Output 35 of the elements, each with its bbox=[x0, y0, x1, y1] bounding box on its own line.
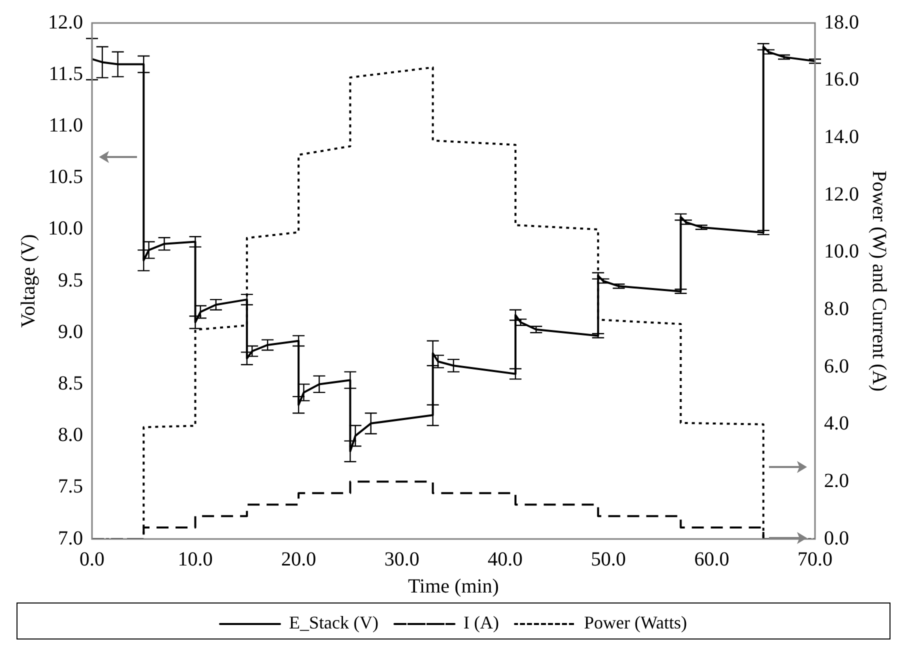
y2-tick-label: 14.0 bbox=[824, 126, 859, 148]
y-tick-label: 9.0 bbox=[58, 320, 83, 343]
x-tick-label: 10.0 bbox=[178, 548, 213, 570]
y-tick-label: 9.5 bbox=[58, 269, 83, 292]
y-tick-label: 12.0 bbox=[48, 11, 83, 34]
x-tick-label: 50.0 bbox=[590, 548, 626, 570]
y-axis-title: Voltage (V) bbox=[17, 234, 40, 328]
y2-tick-label: 12.0 bbox=[824, 183, 859, 206]
x-tick-label: 20.0 bbox=[281, 548, 316, 570]
x-tick-label: 60.0 bbox=[694, 548, 730, 570]
y2-tick-label: 4.0 bbox=[824, 412, 849, 435]
x-axis-title: Time (min) bbox=[408, 575, 499, 598]
y-tick-label: 8.0 bbox=[58, 424, 83, 446]
x-tick-label: 40.0 bbox=[488, 548, 523, 570]
legend-label: Power (Watts) bbox=[584, 612, 687, 633]
y-tick-label: 10.5 bbox=[48, 166, 83, 188]
y-tick-label: 11.5 bbox=[48, 62, 83, 85]
y2-tick-label: 6.0 bbox=[824, 355, 849, 378]
y2-tick-label: 18.0 bbox=[824, 11, 859, 34]
y-tick-label: 8.5 bbox=[58, 372, 83, 394]
y2-tick-label: 8.0 bbox=[824, 298, 849, 320]
x-tick-label: 30.0 bbox=[384, 548, 420, 570]
y2-tick-label: 0.0 bbox=[824, 527, 849, 550]
y2-tick-label: 16.0 bbox=[824, 68, 859, 91]
x-tick-label: 0.0 bbox=[80, 548, 104, 570]
legend-label: I (A) bbox=[463, 612, 499, 633]
legend-label: E_Stack (V) bbox=[289, 612, 378, 633]
y2-tick-label: 10.0 bbox=[824, 240, 859, 263]
y-tick-label: 7.0 bbox=[58, 527, 83, 550]
x-tick-label: 70.0 bbox=[798, 548, 832, 570]
y-tick-label: 10.0 bbox=[48, 218, 83, 240]
y2-tick-label: 2.0 bbox=[824, 470, 849, 492]
y2-axis-title: Power (W) and Current (A) bbox=[868, 170, 890, 392]
y-tick-label: 7.5 bbox=[58, 476, 83, 498]
y-tick-label: 11.0 bbox=[48, 114, 83, 136]
